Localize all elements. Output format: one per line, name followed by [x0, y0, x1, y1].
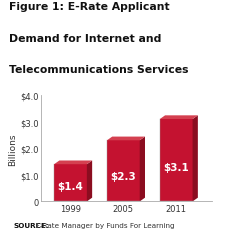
- Text: Figure 1: E-Rate Applicant: Figure 1: E-Rate Applicant: [9, 2, 169, 12]
- Polygon shape: [106, 141, 139, 202]
- Polygon shape: [87, 161, 92, 202]
- Polygon shape: [139, 137, 144, 202]
- Text: Telecommunications Services: Telecommunications Services: [9, 65, 188, 75]
- Text: $2.3: $2.3: [110, 171, 136, 181]
- Polygon shape: [106, 137, 144, 141]
- Text: $1.4: $1.4: [57, 181, 83, 191]
- Polygon shape: [192, 116, 197, 202]
- Polygon shape: [159, 116, 197, 119]
- Polygon shape: [159, 119, 192, 202]
- Text: SOURCE:: SOURCE:: [14, 222, 49, 228]
- Text: E-Rate Manager by Funds For Learning: E-Rate Manager by Funds For Learning: [33, 222, 174, 228]
- Polygon shape: [54, 161, 92, 165]
- Text: $3.1: $3.1: [163, 162, 188, 172]
- Text: Demand for Internet and: Demand for Internet and: [9, 34, 161, 44]
- Y-axis label: Billions: Billions: [8, 133, 17, 165]
- Polygon shape: [54, 165, 87, 202]
